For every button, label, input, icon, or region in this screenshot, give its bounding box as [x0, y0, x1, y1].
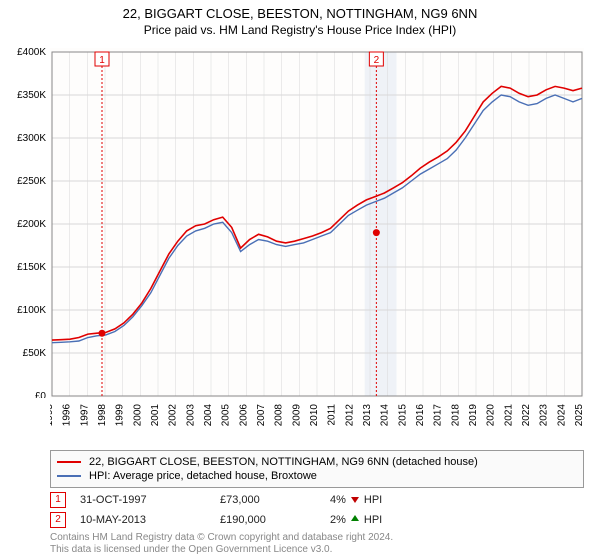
legend-item: HPI: Average price, detached house, Brox… — [57, 469, 577, 483]
svg-text:2024: 2024 — [556, 404, 567, 427]
footer: Contains HM Land Registry data © Crown c… — [50, 532, 584, 556]
transaction-delta: 4% HPI — [330, 494, 382, 507]
legend-swatch — [57, 461, 81, 463]
svg-text:£250K: £250K — [17, 176, 46, 187]
transaction-row: 2 10-MAY-2013 £190,000 2% HPI — [50, 512, 584, 528]
arrow-up-icon — [350, 514, 360, 527]
svg-text:£100K: £100K — [17, 305, 46, 316]
svg-text:1996: 1996 — [62, 404, 73, 427]
svg-text:2013: 2013 — [362, 404, 373, 427]
svg-text:£200K: £200K — [17, 219, 46, 230]
arrow-down-icon — [350, 494, 360, 507]
svg-text:2004: 2004 — [203, 404, 214, 427]
legend-label: HPI: Average price, detached house, Brox… — [89, 470, 317, 482]
svg-text:£150K: £150K — [17, 262, 46, 273]
svg-text:2023: 2023 — [539, 404, 550, 427]
footer-line: Contains HM Land Registry data © Crown c… — [50, 532, 584, 544]
svg-text:2009: 2009 — [291, 404, 302, 427]
svg-text:2010: 2010 — [309, 404, 320, 427]
price-chart: 12 — [50, 48, 584, 398]
svg-text:2: 2 — [374, 55, 380, 66]
x-axis: 1995 1996 1997 1998 1999 2000 2001 2002 2003 2004… — [50, 398, 584, 446]
svg-text:2003: 2003 — [185, 404, 196, 427]
svg-text:2014: 2014 — [380, 404, 391, 427]
svg-text:2002: 2002 — [168, 404, 179, 427]
svg-text:1999: 1999 — [115, 404, 126, 427]
legend: 22, BIGGART CLOSE, BEESTON, NOTTINGHAM, … — [50, 450, 584, 488]
svg-text:£0: £0 — [35, 391, 47, 398]
svg-text:2019: 2019 — [468, 404, 479, 427]
svg-text:2018: 2018 — [450, 404, 461, 427]
footer-line: This data is licensed under the Open Gov… — [50, 544, 584, 556]
svg-text:2005: 2005 — [221, 404, 232, 427]
svg-text:2011: 2011 — [327, 404, 338, 426]
transaction-date: 31-OCT-1997 — [80, 494, 220, 506]
svg-text:£350K: £350K — [17, 90, 46, 101]
page-subtitle: Price paid vs. HM Land Registry's House … — [0, 23, 600, 37]
svg-text:1995: 1995 — [50, 404, 55, 427]
transaction-price: £190,000 — [220, 514, 330, 526]
y-axis: £0 £50K £100K £150K £200K £250K £300K £350K £400… — [0, 48, 50, 398]
svg-text:2001: 2001 — [150, 404, 161, 427]
svg-text:2022: 2022 — [521, 404, 532, 427]
svg-text:£300K: £300K — [17, 133, 46, 144]
svg-text:1: 1 — [99, 55, 105, 66]
svg-text:2017: 2017 — [433, 404, 444, 427]
transaction-row: 1 31-OCT-1997 £73,000 4% HPI — [50, 492, 584, 508]
svg-text:2008: 2008 — [274, 404, 285, 427]
transaction-delta: 2% HPI — [330, 514, 382, 527]
title-block: 22, BIGGART CLOSE, BEESTON, NOTTINGHAM, … — [0, 0, 600, 37]
transaction-marker: 1 — [50, 492, 66, 508]
transaction-date: 10-MAY-2013 — [80, 514, 220, 526]
transaction-price: £73,000 — [220, 494, 330, 506]
svg-text:£400K: £400K — [17, 48, 46, 58]
svg-text:£50K: £50K — [23, 348, 47, 359]
svg-text:2020: 2020 — [486, 404, 497, 427]
transaction-marker: 2 — [50, 512, 66, 528]
svg-text:1997: 1997 — [79, 404, 90, 427]
legend-swatch — [57, 475, 81, 477]
svg-text:2021: 2021 — [503, 404, 514, 427]
svg-text:1998: 1998 — [97, 404, 108, 427]
svg-text:2006: 2006 — [238, 404, 249, 427]
svg-text:2000: 2000 — [132, 404, 143, 427]
legend-item: 22, BIGGART CLOSE, BEESTON, NOTTINGHAM, … — [57, 455, 577, 469]
page-title: 22, BIGGART CLOSE, BEESTON, NOTTINGHAM, … — [0, 6, 600, 21]
svg-text:2007: 2007 — [256, 404, 267, 427]
svg-text:2016: 2016 — [415, 404, 426, 427]
svg-text:2015: 2015 — [397, 404, 408, 427]
legend-label: 22, BIGGART CLOSE, BEESTON, NOTTINGHAM, … — [89, 456, 478, 468]
svg-text:2025: 2025 — [574, 404, 584, 427]
svg-text:2012: 2012 — [344, 404, 355, 427]
